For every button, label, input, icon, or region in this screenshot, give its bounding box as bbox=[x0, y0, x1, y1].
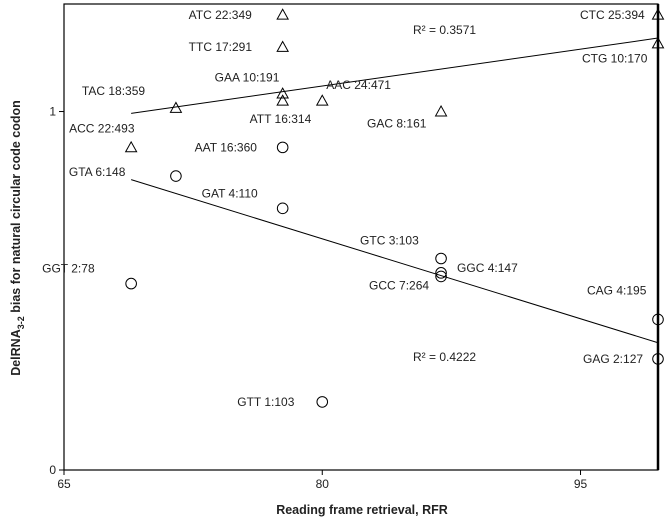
x-tick-label: 65 bbox=[57, 477, 71, 491]
point-label: AAT 16:360 bbox=[195, 140, 258, 154]
point-label: CTG 10:170 bbox=[582, 51, 648, 65]
point-label: TAC 18:359 bbox=[82, 84, 145, 98]
y-axis-title-subscript: 3-2 bbox=[16, 316, 26, 329]
point-label: GAA 10:191 bbox=[215, 71, 280, 85]
point-label: GTT 1:103 bbox=[237, 395, 294, 409]
circle-marker bbox=[435, 252, 447, 265]
circle-marker bbox=[125, 277, 137, 290]
triangle-marker bbox=[124, 140, 138, 153]
point-label: GAT 4:110 bbox=[202, 186, 258, 200]
point-label: CTC 25:394 bbox=[580, 8, 645, 22]
x-tick-label: 95 bbox=[574, 477, 588, 491]
point-label: AAC 24:471 bbox=[326, 78, 391, 92]
point-label: GGT 2:78 bbox=[42, 262, 95, 276]
triangle-marker bbox=[315, 94, 329, 106]
point-label: TTC 17:291 bbox=[189, 40, 253, 54]
point-label: CAG 4:195 bbox=[587, 283, 647, 297]
circle-marker bbox=[435, 270, 447, 283]
y-tick-label: 0 bbox=[49, 463, 56, 477]
r-squared-label: R² = 0.3571 bbox=[413, 23, 476, 37]
circle-marker bbox=[170, 170, 182, 182]
y-axis-title-main: DelRNA bbox=[9, 329, 23, 376]
triangle-marker bbox=[276, 8, 290, 20]
triangle-marker bbox=[651, 36, 665, 49]
point-label: GGC 4:147 bbox=[457, 261, 518, 275]
point-label: ACC 22:493 bbox=[69, 121, 135, 135]
r-squared-label: R² = 0.4222 bbox=[413, 350, 476, 364]
x-tick-label: 80 bbox=[316, 477, 330, 491]
trendlines: R² = 0.3571 R² = 0.4222 bbox=[130, 23, 659, 364]
circle-marker bbox=[652, 353, 664, 365]
point-label: ATT 16:314 bbox=[250, 112, 312, 126]
triangle-marker bbox=[276, 87, 290, 99]
point-label: ATC 22:349 bbox=[189, 8, 252, 22]
circle-marker bbox=[435, 267, 447, 279]
point-label: GTC 3:103 bbox=[360, 234, 419, 248]
point-label: GAG 2:127 bbox=[583, 352, 643, 366]
circle-marker bbox=[652, 313, 664, 326]
plot-area bbox=[63, 3, 660, 471]
data-points bbox=[124, 8, 665, 408]
triangle-marker bbox=[276, 94, 290, 106]
trendline bbox=[131, 37, 659, 114]
y-tick-label: 1 bbox=[49, 105, 56, 119]
x-axis-title: Reading frame retrieval, RFR bbox=[276, 503, 448, 517]
point-label: GCC 7:264 bbox=[369, 278, 429, 292]
triangle-marker bbox=[434, 105, 448, 117]
circle-marker bbox=[276, 202, 289, 215]
trendline bbox=[130, 179, 659, 344]
y-axis-title-rest: bias for natural circular code codon bbox=[9, 100, 23, 316]
point-label: GAC 8:161 bbox=[367, 117, 427, 131]
point-labels: ATC 22:349 TTC 17:291 GAA 10:191 ATT 16:314… bbox=[42, 8, 648, 409]
circle-marker bbox=[276, 141, 289, 154]
triangle-marker bbox=[651, 8, 665, 20]
point-label: GTA 6:148 bbox=[69, 165, 126, 179]
circle-marker bbox=[316, 396, 329, 408]
axis-ticks: 65 80 95 0 1 bbox=[49, 105, 587, 491]
y-axis-title: DelRNA3-2 bias for natural circular code… bbox=[9, 100, 26, 376]
triangle-marker bbox=[276, 40, 290, 52]
triangle-marker bbox=[169, 101, 183, 113]
